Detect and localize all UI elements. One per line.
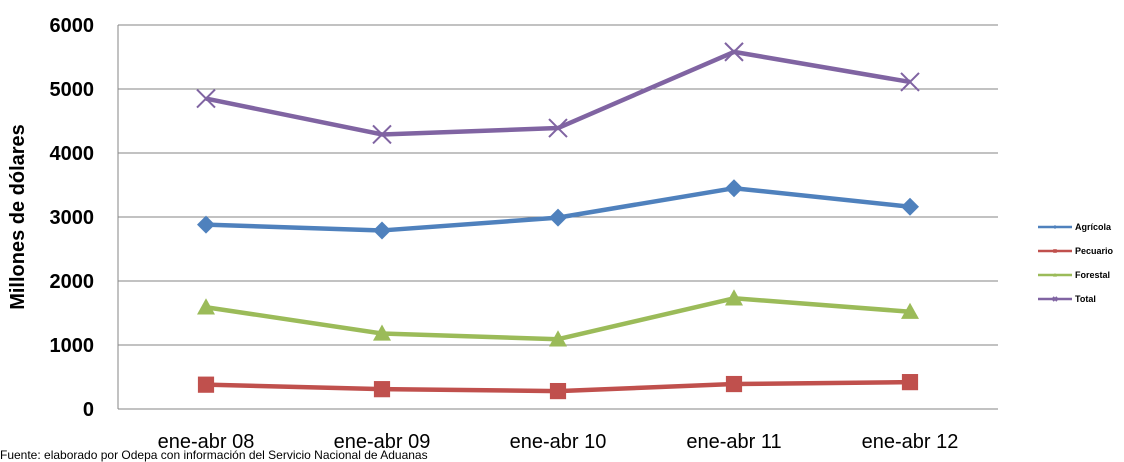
data-point: [724, 42, 744, 62]
y-tick-label: 3000: [50, 207, 95, 229]
x-tick-label: ene-abr 12: [862, 431, 959, 453]
data-point: [373, 381, 391, 398]
legend-marker: [1053, 249, 1057, 253]
legend-label: Total: [1075, 294, 1096, 304]
y-tick-label: 1000: [50, 335, 95, 357]
marker-stroke: [548, 118, 568, 138]
legend-marker: [1053, 273, 1057, 277]
legend-item: Agrícola: [1038, 222, 1112, 232]
marker-stroke: [1052, 296, 1058, 302]
series-agricola: [197, 179, 919, 240]
x-tick-label: ene-abr 11: [686, 431, 781, 453]
data-point: [372, 124, 392, 145]
y-tick-label: 6000: [50, 15, 95, 37]
data-point: [901, 302, 919, 319]
x-tick-label: ene-abr 08: [158, 431, 255, 453]
legend-label: Agrícola: [1075, 222, 1112, 232]
data-point: [373, 221, 391, 240]
marker-stroke: [372, 124, 392, 145]
series-line: [205, 49, 911, 137]
data-point: [373, 324, 391, 341]
x-tick-label: ene-abr 09: [334, 431, 431, 453]
data-point: [901, 374, 919, 391]
data-point: [549, 330, 567, 347]
legend-label: Pecuario: [1075, 246, 1114, 256]
data-point: [725, 289, 743, 306]
series-pecuario: [197, 374, 919, 400]
x-tick-label: ene-abr 10: [510, 431, 607, 453]
data-point: [197, 376, 215, 393]
data-point: [725, 179, 743, 198]
marker-stroke: [724, 42, 744, 62]
marker-stroke: [196, 88, 216, 109]
y-tick-label: 5000: [50, 79, 95, 101]
legend-label: Forestal: [1075, 270, 1110, 280]
y-tick-label: 4000: [50, 143, 95, 165]
series-forestal: [197, 289, 919, 347]
legend-marker: [1053, 225, 1057, 229]
data-point: [549, 208, 567, 227]
source-note: Fuente: elaborado por Odepa con informac…: [0, 448, 428, 462]
data-point: [196, 88, 216, 109]
data-point: [900, 72, 920, 92]
legend-item: Total: [1038, 294, 1096, 304]
data-point: [197, 298, 215, 315]
axes: 0 1000 2000 3000 4000 5000 6000 ene-abr 08 ene-a…: [7, 15, 998, 453]
series-total: [196, 42, 920, 145]
y-tick-label: 2000: [50, 271, 95, 293]
legend-marker: [1052, 296, 1058, 302]
series-lines: [196, 42, 920, 400]
legend-item: Forestal: [1038, 270, 1110, 280]
marker-stroke: [900, 72, 920, 92]
data-point: [197, 215, 215, 234]
data-point: [901, 197, 919, 216]
y-tick-label: 0: [83, 399, 94, 421]
data-point: [549, 382, 567, 400]
data-point: [548, 118, 568, 138]
legend-item: Pecuario: [1038, 246, 1114, 256]
legend: Agrícola Pecuario Forestal Total: [1038, 222, 1114, 304]
y-axis-title: Millones de dólares: [7, 124, 29, 310]
data-point: [725, 375, 743, 393]
